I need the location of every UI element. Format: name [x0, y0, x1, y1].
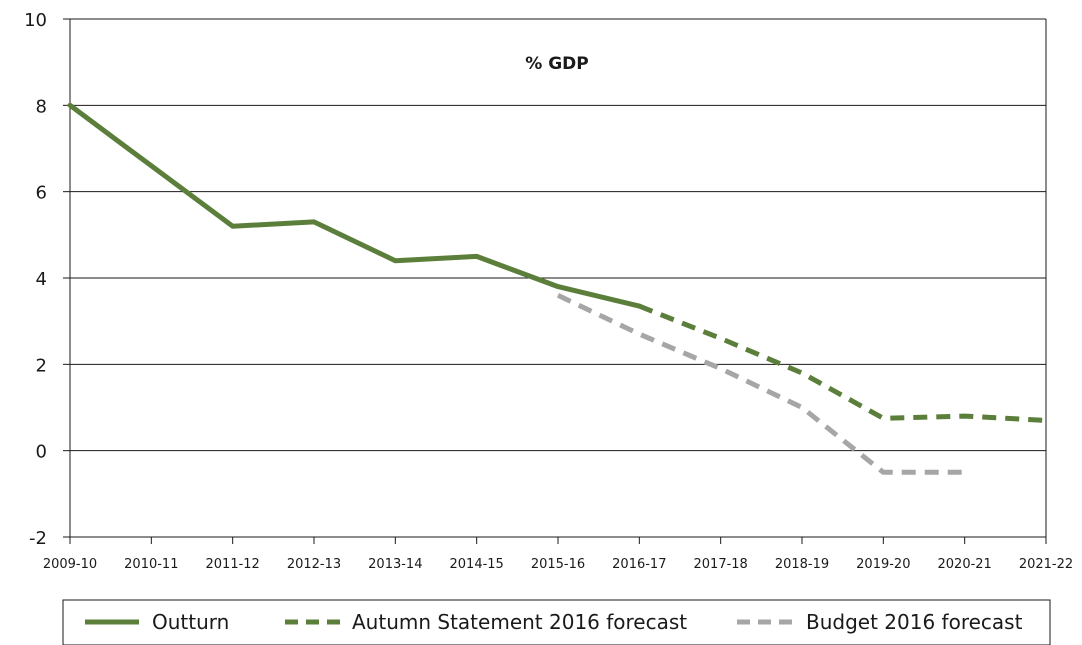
- series-line-autumn-statement-2016-forecast: [638, 303, 1047, 423]
- legend-label: Autumn Statement 2016 forecast: [352, 610, 687, 634]
- legend-label: Outturn: [152, 610, 229, 634]
- x-tick-label: 2015-16: [531, 557, 585, 572]
- x-tick-label: 2020-21: [938, 557, 992, 572]
- y-tick-label: 10: [24, 10, 47, 31]
- y-tick-label: -2: [29, 528, 47, 549]
- y-tick-label: 4: [36, 269, 47, 290]
- x-tick-label: 2009-10: [43, 557, 97, 572]
- legend-item-autumn-statement-2016-forecast: Autumn Statement 2016 forecast: [285, 610, 687, 634]
- x-tick-label: 2016-17: [612, 557, 666, 572]
- series-line-budget-2016-forecast: [556, 293, 965, 475]
- chart-title: % GDP: [525, 54, 588, 74]
- x-tick-label: 2013-14: [368, 557, 422, 572]
- x-tick-label: 2018-19: [775, 557, 829, 572]
- x-tick-label: 2014-15: [450, 557, 504, 572]
- series-line-outturn: [67, 102, 642, 309]
- x-tick-label: 2017-18: [694, 557, 748, 572]
- legend-box: [62, 599, 1051, 645]
- legend-item-budget-2016-forecast: Budget 2016 forecast: [737, 610, 1023, 634]
- series-layer: [67, 102, 1047, 475]
- x-tick-label: 2012-13: [287, 557, 341, 572]
- legend: Outturn Autumn Statement 2016 forecast Bud…: [62, 599, 1051, 645]
- x-tick-label: 2011-12: [206, 557, 260, 572]
- grid-layer: [70, 18, 1046, 452]
- y-tick-label: 8: [36, 96, 47, 117]
- x-tick-label: 2021-22: [1019, 557, 1073, 572]
- x-tick-label: 2010-11: [124, 557, 178, 572]
- y-tick-label: 0: [36, 442, 47, 463]
- x-tick-label: 2019-20: [856, 557, 910, 572]
- legend-item-outturn: Outturn: [85, 610, 229, 634]
- legend-label: Budget 2016 forecast: [806, 610, 1023, 634]
- axis-layer: -2 0 2 4 6 8 10 2009-10 2010-11 2011-12 2012-13 201…: [24, 10, 1073, 572]
- y-tick-label: 6: [36, 183, 47, 204]
- y-tick-label: 2: [36, 355, 47, 376]
